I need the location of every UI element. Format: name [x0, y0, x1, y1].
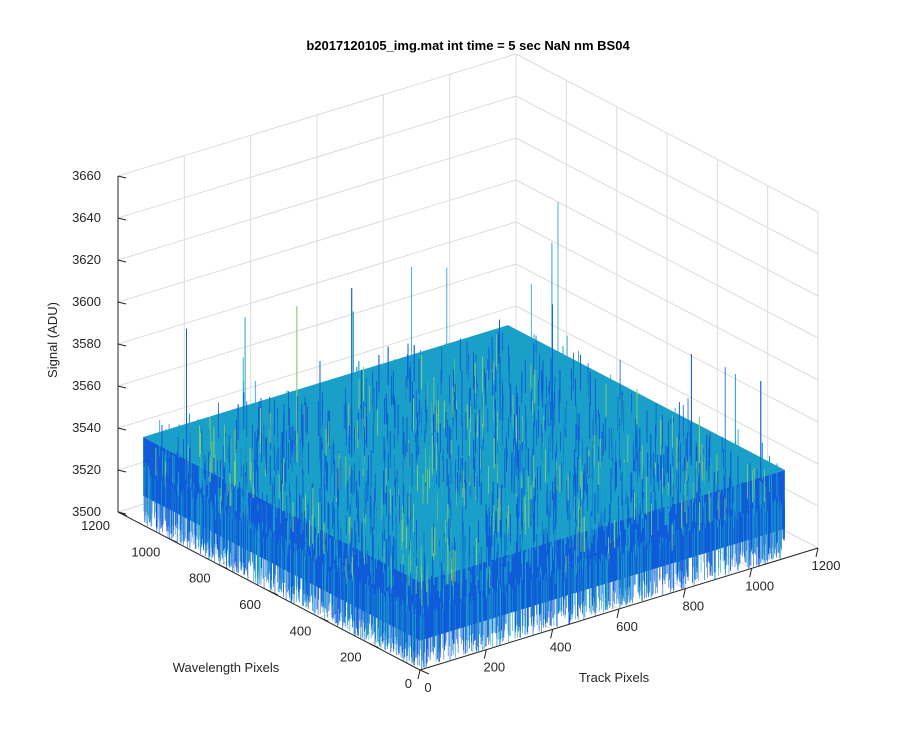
grid-line	[515, 263, 819, 423]
grid-line	[515, 221, 819, 381]
grid-line	[117, 263, 517, 387]
grid-line	[117, 179, 517, 303]
grid-line	[515, 53, 819, 213]
grid-line	[117, 95, 517, 219]
grid-line	[515, 305, 819, 465]
grid-line	[117, 305, 517, 429]
grid-line	[515, 179, 819, 339]
signal-surface	[143, 201, 785, 670]
grid-line	[515, 137, 819, 297]
grid-line	[117, 53, 517, 177]
surface-front-face	[420, 469, 785, 641]
grid-line	[515, 95, 819, 255]
grid-line	[117, 137, 517, 261]
grid-line	[117, 221, 517, 345]
